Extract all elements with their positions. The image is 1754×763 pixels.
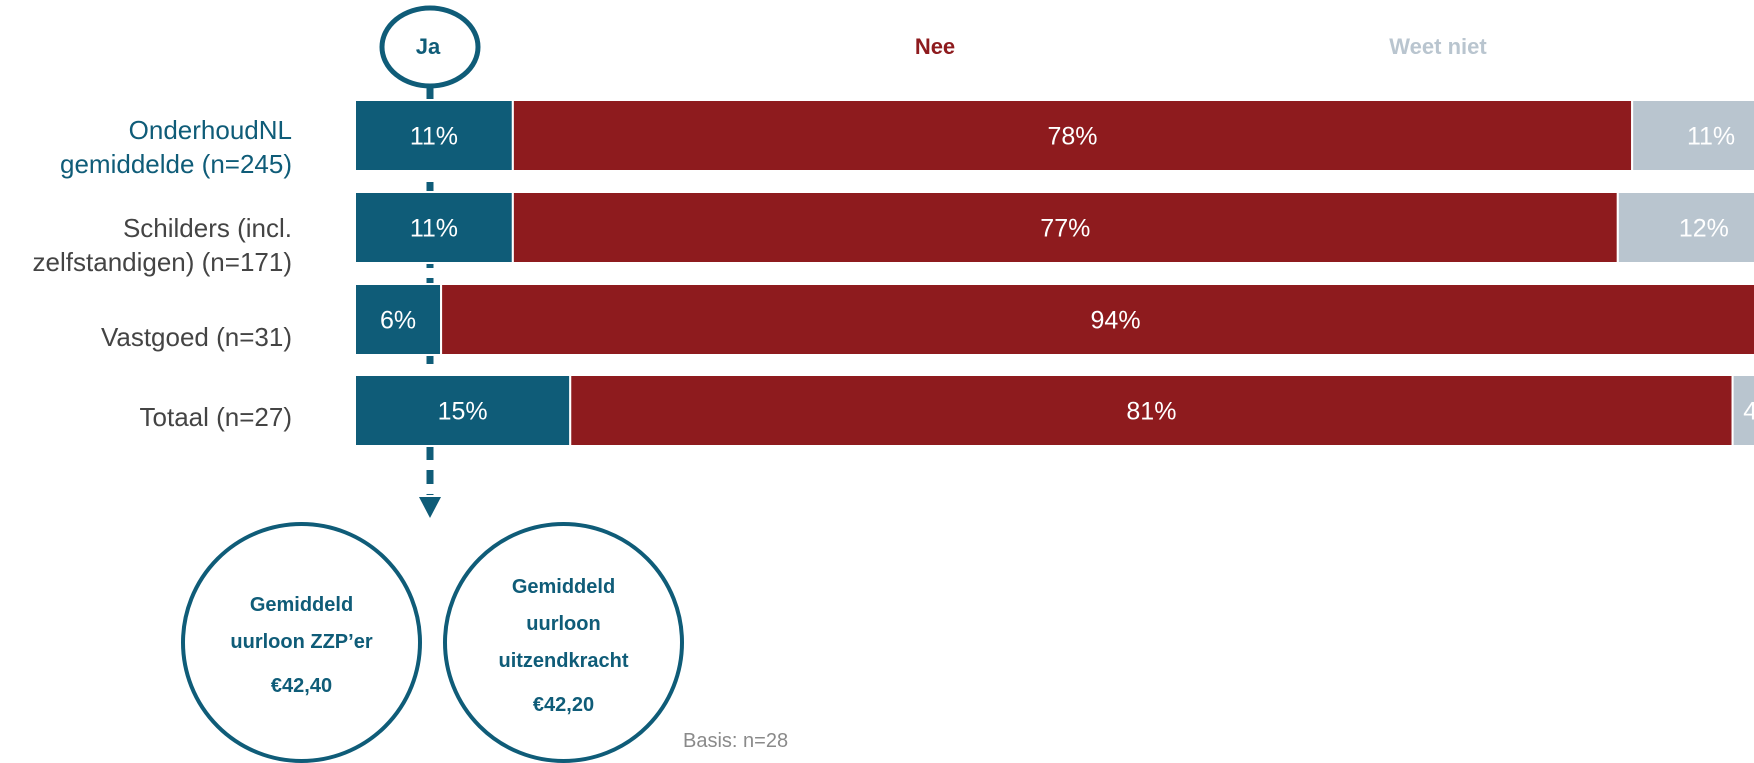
callout-zzp-line-2: uurloon ZZP’er xyxy=(230,631,373,653)
bar-weet-niet-2 xyxy=(1616,191,1754,264)
callout-uurloon-uitzendkracht: Gemiddeld uurloon uitzendkracht €42,20 xyxy=(443,522,684,763)
callout-zzp-line-1: Gemiddeld xyxy=(249,594,354,616)
value-label-weet-niet-4: 4% xyxy=(1743,398,1754,426)
category-label-totaal: Totaal (n=27) xyxy=(139,402,292,432)
callout-uitzend-line-3: uitzendkracht xyxy=(498,649,629,672)
bar-ja-1 xyxy=(354,99,514,172)
category-label-schilders: Schilders (incl. zelfstandigen) (n=171) xyxy=(32,213,292,277)
bar-weet-niet-4 xyxy=(1731,374,1754,447)
value-label-ja-4: 15% xyxy=(438,398,488,426)
legend-weet-niet: Weet niet xyxy=(1389,34,1487,59)
value-label-nee-3: 94% xyxy=(1091,307,1141,335)
bar-nee-2 xyxy=(511,191,1619,264)
callout-zzp-value: €42,40 xyxy=(270,675,333,697)
value-label-nee-4: 81% xyxy=(1126,398,1176,426)
value-label-weet-niet-2: 12% xyxy=(1679,215,1729,243)
category-label-vastgoed: Vastgoed (n=31) xyxy=(100,322,292,352)
value-label-weet-niet-1: 11% xyxy=(1687,123,1735,151)
bar-weet-niet-1 xyxy=(1631,99,1754,172)
value-label-ja-2: 11% xyxy=(410,215,458,243)
bar-ja-2 xyxy=(354,191,514,264)
callout-uitzend-line-2: uurloon xyxy=(526,612,601,635)
bar-nee-3 xyxy=(440,283,1754,356)
callout-uitzend-line-1: Gemiddeld xyxy=(511,575,616,598)
category-label-onderhoudnl: OnderhoudNL gemiddelde (n=245) xyxy=(60,115,292,179)
value-label-nee-1: 78% xyxy=(1047,123,1097,151)
legend-ja: Ja xyxy=(415,34,441,59)
value-label-nee-2: 77% xyxy=(1040,215,1090,243)
value-label-ja-1: 11% xyxy=(410,123,458,151)
value-label-ja-3: 6% xyxy=(380,307,416,335)
bar-nee-4 xyxy=(569,374,1734,447)
legend-nee: Nee xyxy=(914,34,956,59)
bar-ja-3 xyxy=(354,283,443,356)
callout-uurloon-zzp: Gemiddeld uurloon ZZP’er €42,40 xyxy=(181,522,422,763)
ja-arrow-head xyxy=(419,497,441,518)
footnote-basis: Basis: n=28 xyxy=(683,730,789,752)
callout-uitzend-value: €42,20 xyxy=(532,693,595,716)
